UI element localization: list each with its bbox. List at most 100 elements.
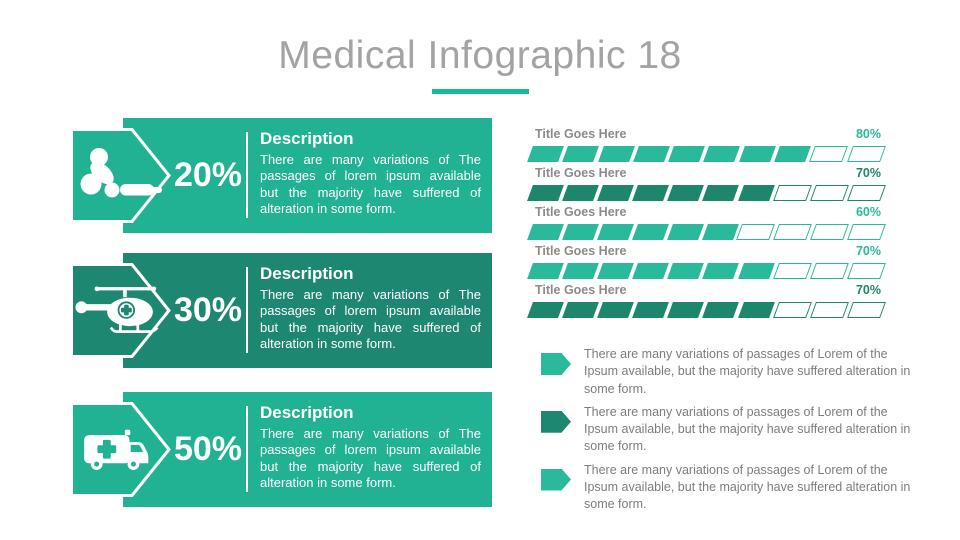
card-body-text: There are many variations of The passage… [260, 287, 481, 352]
bar-row: Title Goes Here 70% [527, 283, 886, 318]
bar-segment-empty [772, 263, 812, 279]
page-title: Medical Infographic 18 [278, 34, 682, 77]
bar-segment-filled [561, 224, 599, 240]
note-text: There are many variations of passages of… [584, 462, 911, 512]
bar-track [527, 263, 886, 279]
card-percent: 30% [173, 291, 243, 329]
bar-segment-filled [632, 263, 670, 279]
bar-segment-filled [667, 185, 705, 201]
bar-segment-filled [597, 146, 635, 162]
note-text: There are many variations of passages of… [584, 404, 911, 454]
bar-segment-empty [773, 224, 813, 240]
helicopter-icon [75, 285, 159, 333]
bar-segment-filled [703, 146, 741, 162]
bar-track [527, 146, 886, 162]
bar-segment-empty [772, 302, 812, 318]
cpr-icon [80, 147, 162, 197]
bar-segment-empty [809, 185, 849, 201]
bar-head: Title Goes Here 60% [530, 205, 883, 221]
note-item: There are many variations of passages of… [541, 404, 913, 456]
bar-segment-empty [846, 185, 886, 201]
bar-segment-empty [846, 263, 886, 279]
bar-head: Title Goes Here 70% [530, 283, 883, 299]
bar-head: Title Goes Here 70% [530, 244, 883, 260]
bar-label: Title Goes Here [535, 283, 627, 297]
card-divider [246, 406, 248, 492]
bar-segment-filled [701, 224, 739, 240]
bar-value: 60% [855, 205, 881, 219]
bar-label: Title Goes Here [535, 166, 627, 180]
bar-segment-filled [666, 224, 704, 240]
card-ambulance: 50% Description There are many variation… [70, 392, 492, 507]
card-cpr: 20% Description There are many variation… [70, 118, 492, 233]
card-heading: Description [260, 264, 354, 283]
bar-segment-filled [562, 263, 600, 279]
bar-segment-filled [596, 224, 634, 240]
bar-segment-filled [631, 224, 669, 240]
progress-bar-group: Title Goes Here 80% Title Goes Here 70% … [527, 127, 886, 322]
bar-segment-filled [527, 185, 565, 201]
bar-segment-empty [736, 224, 776, 240]
bar-segment-filled [597, 185, 635, 201]
title-underline [432, 89, 529, 94]
arrow-marker-icon [541, 410, 571, 433]
bar-segment-filled [597, 302, 635, 318]
note-item: There are many variations of passages of… [541, 462, 913, 514]
bar-label: Title Goes Here [535, 127, 627, 141]
bar-track [527, 224, 886, 240]
bar-segment-filled [632, 185, 670, 201]
bar-segment-filled [562, 302, 600, 318]
bar-segment-empty [772, 185, 812, 201]
bar-row: Title Goes Here 70% [527, 166, 886, 201]
card-percent: 20% [173, 156, 243, 194]
bar-row: Title Goes Here 70% [527, 244, 886, 279]
bar-segment-filled [668, 146, 706, 162]
bar-label: Title Goes Here [535, 244, 627, 258]
bar-segment-filled [737, 263, 775, 279]
note-text: There are many variations of passages of… [584, 347, 911, 396]
bar-row: Title Goes Here 60% [527, 205, 886, 240]
note-list: There are many variations of passages of… [541, 346, 913, 519]
bar-segment-filled [562, 146, 600, 162]
bar-segment-filled [632, 302, 670, 318]
bar-segment-empty [810, 224, 850, 240]
bar-segment-filled [738, 146, 776, 162]
card-content: Description There are many variations of… [260, 129, 481, 218]
note-item: There are many variations of passages of… [541, 346, 913, 398]
bar-head: Title Goes Here 80% [530, 127, 883, 143]
bar-segment-filled [702, 263, 740, 279]
bar-track [527, 302, 886, 318]
bar-segment-empty [846, 146, 886, 162]
bar-row: Title Goes Here 80% [527, 127, 886, 162]
ambulance-icon [84, 429, 149, 470]
bar-segment-filled [737, 185, 775, 201]
card-heading: Description [260, 403, 354, 422]
bar-segment-filled [527, 146, 565, 162]
card-body-text: There are many variations of The passage… [260, 426, 481, 491]
bar-segment-empty [847, 224, 886, 240]
bar-head: Title Goes Here 70% [530, 166, 883, 182]
card-percent: 50% [173, 430, 243, 468]
bar-segment-filled [527, 302, 565, 318]
card-divider [246, 267, 248, 353]
card-divider [246, 132, 248, 218]
card-body-text: There are many variations of The passage… [260, 152, 481, 217]
card-heading: Description [260, 129, 354, 148]
bar-segment-filled [527, 263, 565, 279]
arrow-marker-icon [541, 468, 571, 491]
bar-segment-empty [809, 146, 849, 162]
bar-value: 70% [855, 166, 881, 180]
bar-segment-filled [597, 263, 635, 279]
bar-label: Title Goes Here [535, 205, 627, 219]
bar-value: 70% [855, 244, 881, 258]
bar-segment-empty [809, 302, 849, 318]
bar-value: 70% [855, 283, 881, 297]
card-helicopter: 30% Description There are many variation… [70, 253, 492, 368]
bar-track [527, 185, 886, 201]
card-content: Description There are many variations of… [260, 264, 481, 353]
card-content: Description There are many variations of… [260, 403, 481, 492]
bar-segment-filled [702, 302, 740, 318]
bar-segment-filled [667, 263, 705, 279]
bar-segment-empty [846, 302, 886, 318]
bar-segment-filled [527, 224, 564, 240]
